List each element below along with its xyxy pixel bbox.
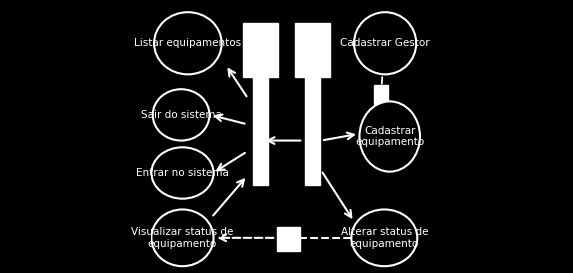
Ellipse shape <box>151 147 214 199</box>
Text: Cadastrar
equipamento: Cadastrar equipamento <box>355 126 425 147</box>
FancyBboxPatch shape <box>244 23 278 77</box>
Ellipse shape <box>153 89 210 141</box>
Text: Cadastrar Gestor: Cadastrar Gestor <box>340 38 430 48</box>
FancyBboxPatch shape <box>253 77 268 185</box>
FancyBboxPatch shape <box>295 23 329 77</box>
Text: Visualizar status de
equipamento: Visualizar status de equipamento <box>131 227 234 249</box>
Ellipse shape <box>154 12 222 74</box>
FancyBboxPatch shape <box>277 227 300 251</box>
Ellipse shape <box>151 209 214 266</box>
Text: Alterar status de
equipamento: Alterar status de equipamento <box>340 227 428 249</box>
Text: Entrar no sistema: Entrar no sistema <box>136 168 229 178</box>
FancyBboxPatch shape <box>374 85 388 104</box>
Ellipse shape <box>351 209 417 266</box>
Ellipse shape <box>354 12 416 74</box>
Text: Listar equipamentos: Listar equipamentos <box>134 38 241 48</box>
Text: Sair do sistema: Sair do sistema <box>141 110 222 120</box>
Ellipse shape <box>359 101 420 172</box>
FancyBboxPatch shape <box>305 77 320 185</box>
